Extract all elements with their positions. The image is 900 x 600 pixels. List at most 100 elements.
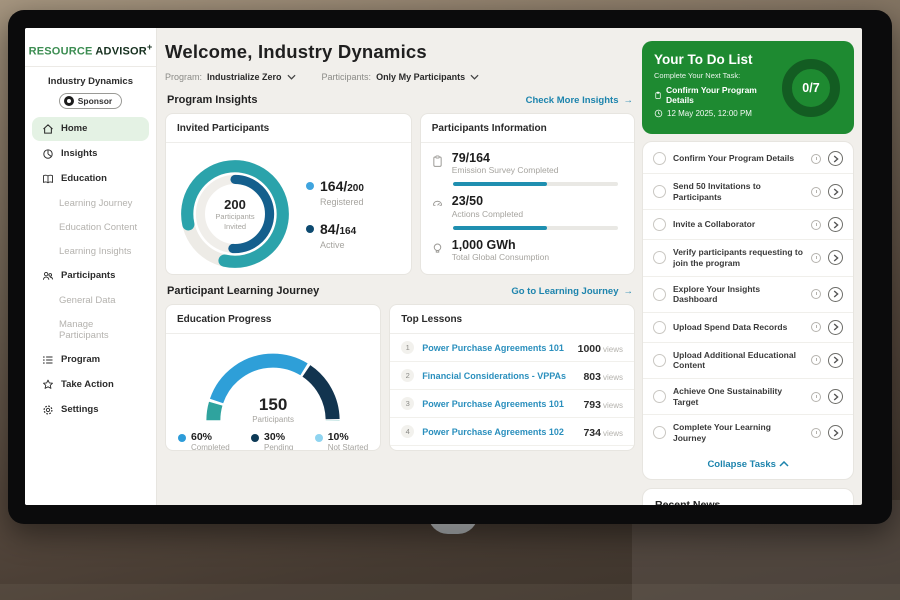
sidebar-item-label: Learning Journey — [59, 197, 133, 209]
sponsor-label: Sponsor — [77, 95, 113, 106]
sidebar-item-participants[interactable]: Participants — [32, 264, 149, 288]
sidebar-item-settings[interactable]: Settings — [32, 398, 149, 422]
task-item[interactable]: Complete Your Learning Journey — [643, 415, 853, 450]
task-item[interactable]: Explore Your Insights Dashboard — [643, 277, 853, 313]
sponsor-badge[interactable]: Sponsor — [58, 92, 123, 109]
sidebar-item-label: Home — [61, 123, 88, 135]
program-dropdown[interactable]: Program: Industrialize Zero — [165, 72, 296, 82]
sidebar-item-label: Education Content — [59, 221, 138, 233]
lesson-row: 3 Power Purchase Agreements 101 793 views — [390, 390, 634, 418]
task-item[interactable]: Upload Spend Data Records — [643, 313, 853, 343]
task-go-button[interactable] — [828, 389, 843, 405]
program-label: Program: — [165, 72, 203, 82]
task-checkbox[interactable] — [653, 320, 666, 334]
lesson-link[interactable]: Financial Considerations - VPPAs — [422, 370, 567, 381]
sidebar-item-label: Manage Participants — [59, 318, 109, 341]
lesson-link[interactable]: Power Purchase Agreements 102 — [422, 426, 564, 437]
clock-icon — [654, 109, 663, 118]
task-go-button[interactable] — [828, 151, 843, 166]
legend-completed: 60% Completed — [178, 431, 230, 450]
home-icon — [43, 123, 53, 134]
task-go-button[interactable] — [828, 217, 843, 233]
card-title: Invited Participants — [166, 114, 411, 143]
collapse-tasks-link[interactable]: Collapse Tasks — [643, 451, 853, 475]
sidebar-item-label: Insights — [61, 148, 98, 160]
legend-dot — [306, 225, 314, 233]
sidebar-item-insights[interactable]: Insights — [32, 142, 149, 166]
sidebar-item-manage-participants[interactable]: Manage Participants — [32, 313, 149, 347]
sidebar-item-general-data[interactable]: General Data — [32, 289, 149, 312]
collapse-label: Collapse Tasks — [707, 458, 776, 470]
org-name: Industry Dynamics — [48, 75, 133, 87]
sidebar-item-take-action[interactable]: Take Action — [32, 373, 149, 397]
desk-edge — [0, 584, 900, 600]
task-label: Upload Spend Data Records — [673, 321, 788, 332]
views-label: views — [602, 344, 623, 354]
legend-total: 200 — [347, 183, 364, 194]
participants-icon — [42, 271, 54, 280]
task-item[interactable]: Achieve One Sustainability Target — [643, 379, 853, 416]
todo-next-task-label: Confirm Your Program Details — [666, 85, 757, 105]
go-to-learning-journey-link[interactable]: Go to Learning Journey → — [511, 286, 633, 297]
chevron-down-icon — [470, 74, 479, 80]
chevron-down-icon — [286, 74, 296, 80]
task-checkbox[interactable] — [653, 251, 666, 265]
task-checkbox[interactable] — [653, 152, 666, 165]
legend-registered: 164/200 Registered — [306, 178, 364, 207]
stat-label: Emission Survey Completed — [451, 165, 559, 176]
actions-icon — [432, 201, 442, 207]
task-checkbox[interactable] — [653, 218, 666, 232]
task-go-button[interactable] — [828, 352, 843, 368]
logo-advisor: ADVISOR — [95, 45, 147, 58]
sidebar-item-learning-journey[interactable]: Learning Journey — [32, 192, 149, 215]
clipboard-icon — [433, 155, 442, 167]
legend-pct: 60% — [191, 431, 213, 443]
task-item[interactable]: Send 50 Invitations to Participants — [643, 174, 853, 211]
task-go-button[interactable] — [828, 184, 843, 200]
legend-not-started: 10% Not Started — [314, 431, 368, 450]
task-go-button[interactable] — [828, 425, 843, 441]
check-more-insights-link[interactable]: Check More Insights → — [526, 95, 633, 106]
sidebar-item-program[interactable]: Program — [32, 348, 149, 372]
task-item[interactable]: Upload Additional Educational Content — [643, 343, 853, 379]
task-item[interactable]: Invite a Collaborator — [643, 210, 853, 241]
task-label: Verify participants requesting to join t… — [673, 247, 803, 268]
lesson-views: 803 — [583, 370, 601, 383]
clock-icon — [811, 153, 821, 164]
stat-emission-survey: 79/164 Emission Survey Completed — [431, 151, 622, 175]
task-go-button[interactable] — [828, 250, 843, 266]
gauge-center-label: Participants — [252, 415, 294, 424]
legend-label: Active — [320, 240, 345, 250]
todo-summary-card: Your To Do List Complete Your Next Task:… — [642, 41, 854, 134]
task-checkbox[interactable] — [653, 426, 666, 440]
sidebar-item-education[interactable]: Education — [32, 167, 149, 191]
lesson-link[interactable]: Power Purchase Agreements 101 — [422, 398, 564, 409]
sidebar-item-home[interactable]: Home — [32, 116, 149, 141]
sidebar-item-education-content[interactable]: Education Content — [32, 216, 149, 239]
task-checkbox[interactable] — [653, 185, 666, 199]
task-item[interactable]: Confirm Your Program Details — [643, 144, 853, 174]
participants-dropdown[interactable]: Participants: Only My Participants — [322, 72, 480, 82]
lesson-views: 1000 — [577, 342, 601, 355]
stat-value: 79/164 — [451, 151, 490, 165]
sidebar-item-label: Program — [61, 354, 101, 366]
task-checkbox[interactable] — [653, 353, 666, 367]
lesson-link[interactable]: Power Purchase Agreements 101 — [422, 342, 564, 353]
link-label: Check More Insights — [525, 94, 619, 106]
sidebar-item-learning-insights[interactable]: Learning Insights — [32, 240, 149, 263]
donut-center-label: Participants Invited — [215, 211, 255, 231]
participants-label: Participants: — [321, 72, 372, 82]
task-go-button[interactable] — [828, 286, 843, 302]
task-checkbox[interactable] — [653, 390, 666, 404]
legend-dot — [306, 182, 314, 190]
sidebar: RESOURCE ADVISOR+ Industry Dynamics Spon… — [25, 28, 157, 505]
task-checkbox[interactable] — [653, 287, 666, 301]
app-logo: RESOURCE ADVISOR+ — [25, 38, 156, 67]
task-go-button[interactable] — [828, 319, 843, 335]
participants-value: Only My Participants — [376, 72, 466, 82]
task-item[interactable]: Verify participants requesting to join t… — [643, 240, 853, 277]
stat-global-consumption: 1,000 GWh Total Global Consumption — [431, 238, 622, 262]
learning-journey-title: Participant Learning Journey — [167, 285, 320, 297]
views-label: views — [602, 372, 623, 382]
sidebar-item-label: Take Action — [61, 379, 114, 391]
